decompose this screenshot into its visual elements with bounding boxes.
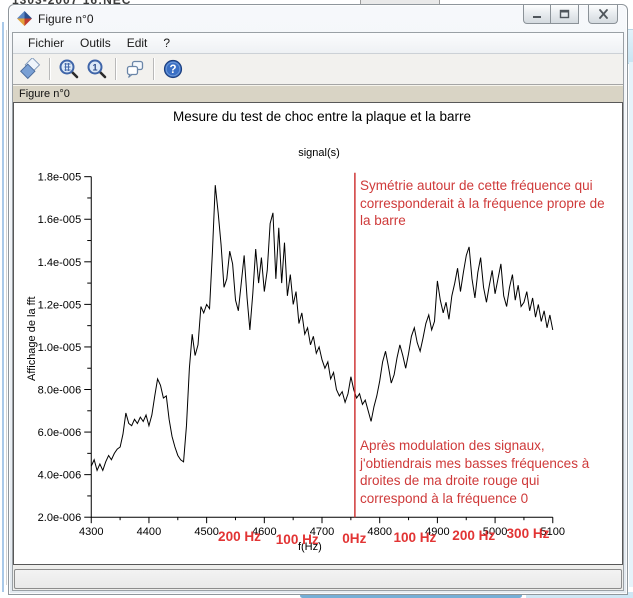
minimize-icon [533, 15, 541, 18]
y-tick-label: 2.0e-006 [38, 512, 82, 524]
x-axis-ticks: 4300 4400 4500 4600 4700 4800 4900 5000 5100 [79, 517, 565, 538]
chart-legend: signal(s) [298, 147, 340, 159]
plot-area[interactable]: 2.0e-006 4.0e-006 6.0e-006 8.0e-006 1.0e-005… [14, 103, 622, 564]
x-tick-label: 4600 [252, 526, 277, 538]
annotation-symmetry: Symétrie autour de cette fréquence qui c… [360, 178, 605, 229]
background-left-edge-2 [6, 30, 7, 585]
background-window-text-fragment: 1303-2007 16:NEC [12, 0, 131, 7]
toolbar-separator [153, 58, 155, 80]
figure-label-bar: Figure n°0 [13, 85, 623, 102]
maximize-button[interactable] [551, 5, 579, 24]
y-tick-label: 1.4e-005 [38, 257, 82, 269]
x-tick-label: 4900 [425, 526, 450, 538]
red-frequency-labels: 200 Hz 100 Hz 0Hz 100 Hz 200 Hz 300 Hz [218, 526, 550, 547]
zoom-area-button[interactable] [57, 57, 81, 81]
figure-window: Figure n°0 Fichier Outils Edit ? [8, 4, 628, 595]
chart-title: Mesure du test de choc entre la plaque e… [173, 109, 471, 124]
scilab-app-icon [17, 11, 32, 26]
x-tick-label: 5100 [541, 526, 566, 538]
status-bar [14, 569, 622, 589]
maximize-icon [559, 9, 570, 19]
help-icon: ? [163, 59, 183, 79]
plot-canvas[interactable]: 2.0e-006 4.0e-006 6.0e-006 8.0e-006 1.0e-005… [13, 102, 623, 565]
y-tick-label: 1.0e-005 [38, 342, 82, 354]
x-tick-label: 4500 [194, 526, 219, 538]
window-client-area: Fichier Outils Edit ? [12, 32, 624, 591]
title-bar[interactable]: Figure n°0 [9, 5, 627, 32]
red-freq-label: 0Hz [342, 531, 366, 546]
datatips-icon [126, 60, 144, 78]
annotation-modulation: Après modulation des signaux, j'obtiendr… [360, 438, 590, 506]
toolbar: 1 ? [13, 54, 623, 85]
menu-fichier[interactable]: Fichier [28, 36, 65, 50]
background-right-edge [629, 62, 633, 587]
x-tick-label: 4400 [137, 526, 162, 538]
y-tick-label: 4.0e-006 [38, 470, 82, 482]
minimize-button[interactable] [523, 5, 551, 24]
x-tick-label: 4800 [367, 526, 392, 538]
export-figure-icon [20, 58, 41, 80]
svg-text:?: ? [169, 64, 176, 76]
x-tick-label: 4700 [310, 526, 335, 538]
y-tick-label: 8.0e-006 [38, 385, 82, 397]
menu-help[interactable]: ? [163, 36, 171, 50]
red-freq-label: 300 Hz [507, 526, 550, 541]
red-freq-label: 100 Hz [276, 532, 319, 547]
red-freq-label: 200 Hz [452, 528, 495, 543]
red-freq-label: 200 Hz [218, 529, 261, 544]
background-bottom-fragment [300, 593, 522, 598]
menu-bar: Fichier Outils Edit ? [13, 33, 623, 54]
menu-edit[interactable]: Edit [126, 36, 148, 50]
y-axis-ticks: 2.0e-006 4.0e-006 6.0e-006 8.0e-006 1.0e-005… [38, 172, 92, 524]
y-tick-label: 1.6e-005 [38, 214, 82, 226]
x-axis-label: f(Hz) [298, 541, 322, 553]
x-tick-label: 5000 [483, 526, 508, 538]
menu-outils[interactable]: Outils [80, 36, 111, 50]
zoom-area-icon [59, 59, 79, 79]
x-tick-label: 4300 [79, 526, 104, 538]
y-tick-label: 1.8e-005 [38, 172, 82, 184]
zoom-reset-button[interactable]: 1 [85, 57, 109, 81]
fft-signal-curve [90, 185, 554, 472]
background-left-edge [2, 22, 4, 592]
y-tick-label: 6.0e-006 [38, 427, 82, 439]
svg-text:1: 1 [92, 63, 97, 73]
toolbar-separator [115, 58, 117, 80]
close-button[interactable] [588, 5, 618, 24]
background-bottom-fragment-2 [526, 592, 633, 598]
red-freq-label: 100 Hz [393, 530, 436, 545]
datatips-button[interactable] [123, 57, 147, 81]
y-tick-label: 1.2e-005 [38, 299, 82, 311]
y-axis-label: Affichage de la fft [26, 296, 38, 381]
zoom-reset-icon: 1 [87, 59, 107, 79]
figure-label: Figure n°0 [19, 88, 70, 100]
close-icon [598, 9, 608, 19]
toolbar-separator [49, 58, 51, 80]
window-title: Figure n°0 [38, 11, 94, 26]
export-figure-button[interactable] [19, 57, 43, 81]
help-button[interactable]: ? [161, 57, 185, 81]
